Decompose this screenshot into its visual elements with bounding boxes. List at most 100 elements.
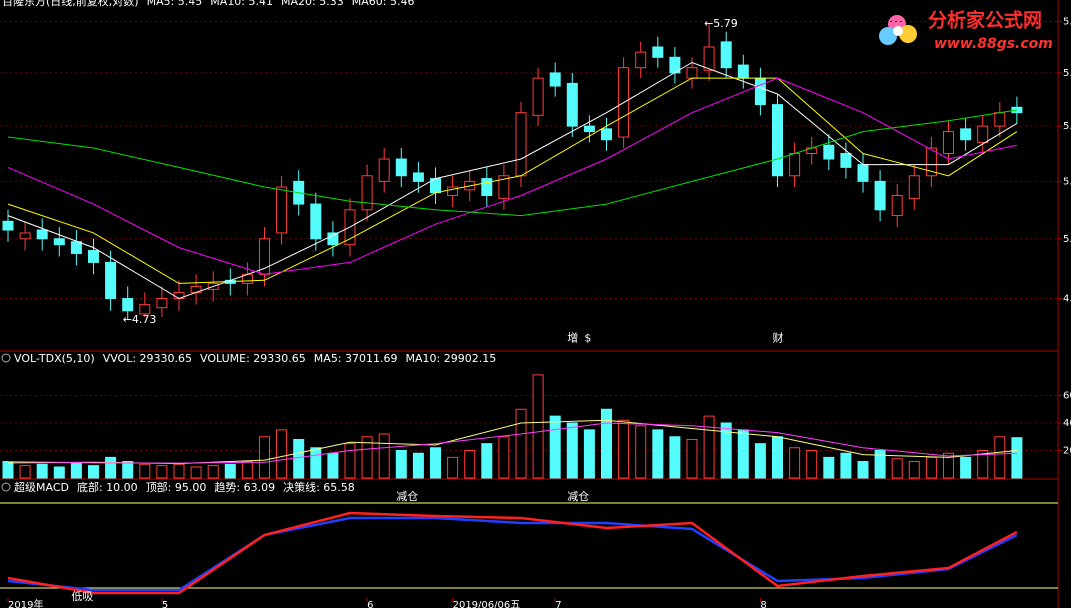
- candle-body: [378, 158, 390, 182]
- candle-body: [1011, 106, 1023, 114]
- x-tick-label: 5: [162, 600, 168, 608]
- volume-bar: [549, 415, 561, 479]
- volume-bar: [857, 461, 869, 479]
- y-tick-label: 4.80: [1063, 294, 1071, 305]
- candle-body: [960, 128, 972, 141]
- candle-body: [2, 220, 14, 231]
- volume-bar: [720, 422, 732, 479]
- volume-bar: [994, 436, 1006, 479]
- panel-icon: [1, 353, 11, 363]
- volume-bar: [122, 461, 134, 479]
- volume-bar: [361, 436, 373, 479]
- volume-bar: [686, 439, 698, 479]
- header-label: MA10: 5.41: [210, 0, 273, 8]
- candle-body: [754, 77, 766, 106]
- x-tick-label: 2019年: [8, 598, 43, 608]
- volume-bar: [344, 443, 356, 479]
- candle-body: [549, 72, 561, 87]
- candle-body: [310, 203, 322, 240]
- candle-body: [908, 175, 920, 199]
- candle-body: [566, 82, 578, 127]
- candle-body: [498, 175, 510, 199]
- logo-title: 分析家公式网: [928, 9, 1042, 32]
- candle-body: [943, 131, 954, 154]
- header-label: VVOL: 29330.65: [103, 352, 192, 365]
- y-tick-label: 40000: [1063, 418, 1071, 429]
- candle-body: [977, 125, 989, 143]
- volume-bar: [772, 436, 783, 479]
- candle-body: [601, 128, 612, 141]
- header-label: 顶部: 95.00: [146, 480, 207, 494]
- volume-bar: [960, 456, 972, 479]
- candle-body: [139, 304, 151, 315]
- annotation: 财: [773, 331, 784, 345]
- candle-body: [789, 152, 801, 177]
- volume-bar: [669, 436, 681, 479]
- volume-bar: [618, 419, 630, 479]
- series-line: [7, 77, 1018, 284]
- y-tick-label: 5.00: [1063, 234, 1071, 245]
- candle-body: [70, 241, 82, 254]
- header-label: 百隆东方(日线,前复权,对数): [2, 0, 139, 8]
- logo-petal: [879, 27, 897, 45]
- header-label: MA5: 5.45: [147, 0, 203, 8]
- volume-bar: [53, 466, 65, 479]
- series-line: [7, 516, 1018, 592]
- candle-body: [840, 152, 852, 168]
- volume-bar: [259, 436, 270, 479]
- volume-bar: [464, 450, 476, 479]
- candle-body: [686, 67, 698, 79]
- series-line: [7, 511, 1018, 595]
- y-tick-label: 60000: [1063, 391, 1071, 402]
- candle-body: [412, 172, 424, 182]
- candle-body: [823, 144, 835, 160]
- header-label: 超级MACD: [14, 480, 69, 494]
- volume-bar: [754, 443, 766, 479]
- volume-bar: [481, 443, 493, 479]
- y-tick-label: 5.60: [1063, 68, 1071, 79]
- candle-body: [532, 77, 544, 116]
- volume-bar: [207, 465, 219, 479]
- candle-body: [720, 41, 732, 69]
- volume-bar: [224, 463, 236, 479]
- volume-bar: [412, 452, 424, 479]
- volume-bar: [2, 461, 14, 479]
- candle-body: [925, 147, 937, 177]
- candle-body: [583, 125, 595, 133]
- volume-bar: [566, 422, 578, 479]
- volume-bar: [532, 374, 544, 479]
- volume-bar: [498, 436, 510, 479]
- candle-body: [737, 64, 749, 79]
- candle-body: [891, 195, 903, 217]
- volume-bar: [378, 433, 390, 479]
- x-tick-label: 6: [367, 600, 373, 608]
- candle-body: [857, 164, 869, 182]
- candle-body: [276, 186, 288, 234]
- volume-bar: [601, 408, 612, 479]
- volume-bar: [395, 450, 407, 479]
- volume-bar: [908, 461, 920, 479]
- header-label: MA10: 29902.15: [406, 352, 497, 365]
- candle-body: [105, 261, 117, 300]
- volume-bar: [703, 415, 715, 479]
- candle-body: [361, 175, 373, 211]
- annotation: 增: [567, 331, 578, 345]
- y-tick-label: 5.80: [1063, 17, 1071, 28]
- volume-bar: [635, 425, 647, 479]
- y-tick-label: 5.40: [1063, 121, 1071, 132]
- logo-petal: [899, 25, 917, 43]
- candle-body: [515, 112, 527, 177]
- volume-bar: [327, 452, 339, 479]
- x-tick-label: 8: [760, 600, 766, 608]
- header-label: 底部: 10.00: [77, 480, 138, 494]
- panel-icon: [1, 482, 11, 492]
- series-line: [7, 419, 1017, 465]
- volume-bar: [823, 456, 835, 479]
- volume-bar: [1011, 437, 1023, 479]
- annotation: 减仓: [396, 489, 418, 503]
- series-line: [7, 61, 1018, 300]
- candle-body: [156, 298, 168, 309]
- candle-body: [327, 232, 339, 246]
- x-tick-label: 2019/06/06五: [453, 600, 521, 608]
- candle-body: [447, 186, 459, 197]
